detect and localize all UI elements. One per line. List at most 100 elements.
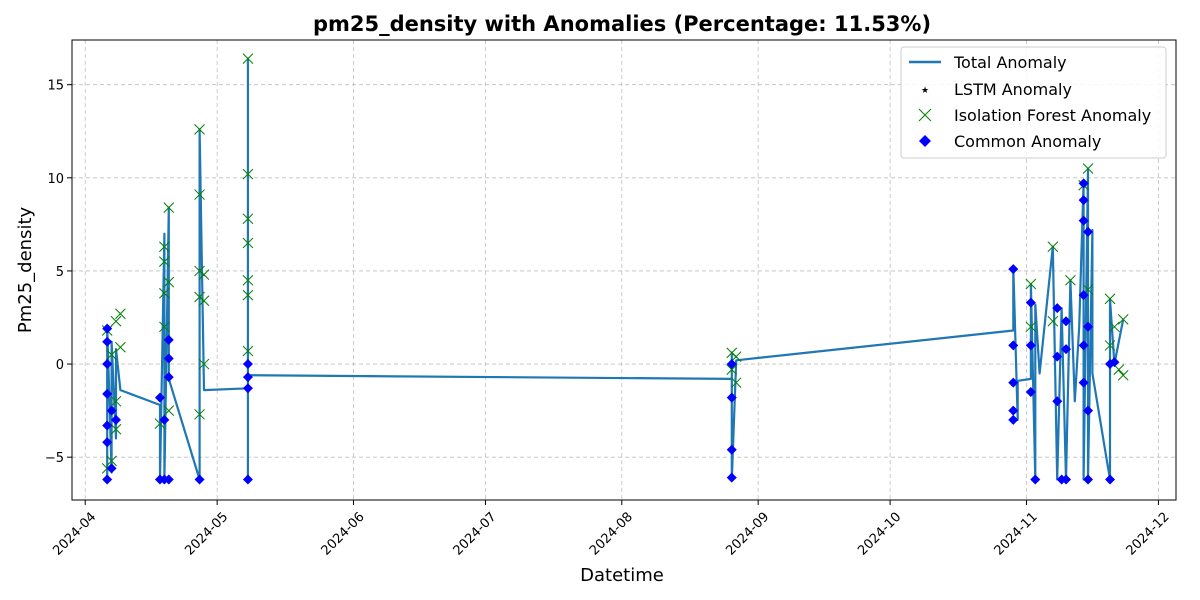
y-tick-label: −5 bbox=[45, 451, 64, 466]
legend-label: Isolation Forest Anomaly bbox=[954, 106, 1151, 125]
isolation-forest-marker-stroke bbox=[1104, 293, 1116, 305]
common-anomaly-markers bbox=[102, 178, 1120, 485]
isolation-forest-marker-stroke bbox=[198, 358, 210, 370]
isolation-forest-marker-stroke bbox=[242, 237, 254, 249]
isolation-forest-marker-stroke bbox=[198, 295, 210, 307]
common-anomaly-marker bbox=[1052, 396, 1063, 407]
isolation-forest-marker bbox=[242, 168, 254, 180]
y-tick-label: 10 bbox=[47, 172, 64, 187]
legend-diamond-icon bbox=[919, 135, 931, 147]
isolation-forest-marker-stroke bbox=[242, 213, 254, 225]
common-anomaly-marker bbox=[154, 392, 165, 403]
isolation-forest-marker bbox=[106, 349, 117, 361]
common-anomaly-marker bbox=[1008, 377, 1019, 388]
common-anomaly-marker bbox=[1078, 215, 1089, 226]
common-anomaly-marker bbox=[163, 372, 174, 383]
isolation-forest-marker bbox=[159, 287, 170, 299]
common-anomaly-marker bbox=[1078, 195, 1089, 206]
y-tick-label: 0 bbox=[56, 358, 64, 373]
isolation-forest-marker bbox=[726, 364, 738, 375]
x-tick-label: 2024-08 bbox=[587, 510, 636, 559]
isolation-forest-marker-stroke bbox=[730, 351, 742, 362]
isolation-forest-marker-stroke bbox=[110, 423, 122, 435]
isolation-forest-marker-stroke bbox=[194, 189, 205, 200]
isolation-forest-marker-stroke bbox=[159, 321, 170, 333]
isolation-forest-marker bbox=[163, 202, 175, 213]
isolation-forest-marker-stroke bbox=[242, 274, 254, 286]
isolation-forest-marker bbox=[198, 269, 210, 281]
total-anomaly-path bbox=[106, 57, 1125, 481]
common-anomaly-marker bbox=[102, 474, 113, 485]
isolation-forest-marker bbox=[159, 321, 170, 333]
isolation-forest-marker-stroke bbox=[730, 377, 742, 389]
x-tick-label: 2024-10 bbox=[855, 510, 904, 559]
isolation-forest-marker-stroke bbox=[1082, 163, 1094, 174]
common-anomaly-marker bbox=[110, 414, 121, 425]
isolation-forest-marker bbox=[242, 345, 254, 357]
isolation-forest-marker-stroke bbox=[726, 364, 738, 375]
isolation-forest-marker bbox=[194, 124, 205, 135]
common-anomaly-marker bbox=[159, 414, 170, 425]
isolation-forest-marker-stroke bbox=[1047, 241, 1059, 253]
common-anomaly-marker bbox=[726, 444, 737, 455]
common-anomaly-marker bbox=[163, 353, 174, 364]
x-tick-label: 2024-05 bbox=[182, 510, 231, 559]
common-anomaly-marker bbox=[242, 474, 253, 485]
isolation-forest-marker bbox=[198, 358, 210, 370]
isolation-forest-marker-stroke bbox=[1109, 321, 1120, 333]
isolation-forest-marker bbox=[159, 241, 170, 253]
isolation-forest-marker-stroke bbox=[115, 341, 126, 353]
isolation-forest-marker-stroke bbox=[1104, 340, 1116, 351]
isolation-forest-marker bbox=[242, 237, 254, 249]
isolation-forest-marker-stroke bbox=[194, 124, 205, 135]
common-anomaly-marker bbox=[242, 383, 253, 394]
legend: Total Anomaly ★ LSTM Anomaly Isolation Fore… bbox=[900, 46, 1167, 159]
isolation-forest-marker bbox=[242, 274, 254, 286]
common-anomaly-marker bbox=[1061, 474, 1072, 485]
x-axis-label: Datetime bbox=[580, 565, 664, 586]
isolation-forest-marker bbox=[106, 455, 117, 467]
isolation-forest-marker bbox=[1104, 340, 1116, 351]
isolation-forest-marker bbox=[1025, 321, 1037, 333]
isolation-forest-marker-stroke bbox=[1025, 278, 1037, 290]
common-anomaly-marker bbox=[1083, 474, 1094, 485]
x-tick-label: 2024-11 bbox=[992, 510, 1041, 559]
common-anomaly-marker bbox=[1030, 474, 1041, 485]
common-anomaly-marker bbox=[1083, 321, 1094, 332]
x-tick-label: 2024-04 bbox=[50, 510, 99, 559]
common-anomaly-marker bbox=[1078, 178, 1089, 189]
common-anomaly-marker bbox=[1105, 474, 1116, 485]
common-anomaly-marker bbox=[1078, 377, 1089, 388]
isolation-forest-marker-stroke bbox=[115, 308, 126, 320]
isolation-forest-marker-stroke bbox=[1117, 369, 1129, 381]
isolation-forest-marker-stroke bbox=[1117, 313, 1129, 325]
isolation-forest-marker bbox=[730, 351, 742, 362]
isolation-forest-marker bbox=[110, 395, 122, 407]
y-tick-label: 5 bbox=[56, 265, 64, 280]
common-anomaly-marker bbox=[102, 323, 113, 334]
common-anomaly-marker bbox=[1061, 316, 1072, 327]
isolation-forest-marker bbox=[242, 53, 254, 64]
chart-title: pm25_density with Anomalies (Percentage:… bbox=[313, 12, 931, 36]
common-anomaly-marker bbox=[242, 372, 253, 383]
isolation-forest-marker-stroke bbox=[242, 53, 254, 64]
isolation-forest-marker-stroke bbox=[159, 287, 170, 299]
common-anomaly-marker bbox=[102, 420, 113, 431]
isolation-forest-marker bbox=[1117, 313, 1129, 325]
isolation-forest-marker-stroke bbox=[242, 289, 254, 301]
isolation-forest-marker bbox=[1065, 274, 1076, 286]
y-axis-label: Pm25_density bbox=[15, 207, 36, 334]
common-anomaly-marker bbox=[726, 392, 737, 403]
isolation-forest-marker-stroke bbox=[242, 168, 254, 180]
x-tick-label: 2024-06 bbox=[319, 510, 368, 559]
common-anomaly-marker bbox=[102, 437, 113, 448]
isolation-forest-marker bbox=[1047, 241, 1059, 253]
isolation-forest-marker bbox=[110, 315, 122, 327]
isolation-forest-marker bbox=[1082, 163, 1094, 174]
common-anomaly-marker bbox=[726, 359, 737, 370]
legend-label: Common Anomaly bbox=[954, 132, 1101, 151]
isolation-forest-marker bbox=[1025, 278, 1037, 290]
isolation-forest-marker bbox=[115, 308, 126, 320]
isolation-forest-marker bbox=[1109, 321, 1120, 333]
